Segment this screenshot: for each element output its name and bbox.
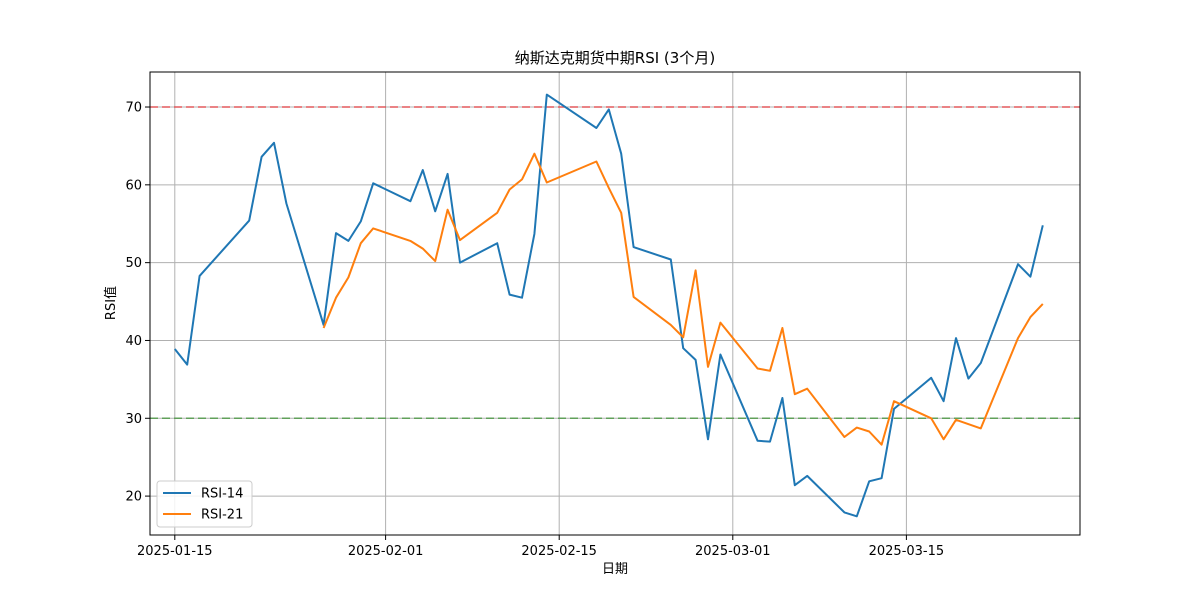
y-tick-label: 70	[125, 101, 142, 116]
x-axis-label: 日期	[602, 562, 628, 577]
y-tick-label: 50	[125, 256, 142, 271]
reference-lines	[150, 106, 1080, 420]
x-tick-label: 2025-02-15	[521, 544, 597, 559]
plot-frame	[149, 71, 1081, 536]
series-line-rsi-21	[322, 152, 1044, 446]
y-axis-label: RSI值	[103, 286, 119, 320]
y-tick-label: 40	[125, 334, 142, 349]
x-tick-label: 2025-02-01	[348, 544, 424, 559]
y-tick-label: 20	[125, 490, 142, 505]
y-tick-label: 30	[125, 412, 142, 427]
legend-label-rsi-14: RSI-14	[201, 487, 243, 502]
x-tick-label: 2025-03-15	[869, 544, 945, 559]
x-tick-label: 2025-03-01	[695, 544, 771, 559]
series-line-rsi-14	[174, 93, 1044, 518]
y-tick-label: 60	[125, 178, 142, 193]
legend-label-rsi-21: RSI-21	[201, 508, 243, 523]
x-tick-label: 2025-01-15	[137, 544, 213, 559]
chart-title: 纳斯达克期货中期RSI (3个月)	[515, 49, 715, 67]
legend: RSI-14 RSI-21	[156, 480, 253, 528]
ticks-layer: 2025-01-15 2025-02-01 2025-02-15 2025-03-01…	[125, 101, 944, 559]
series-layer	[174, 93, 1044, 518]
